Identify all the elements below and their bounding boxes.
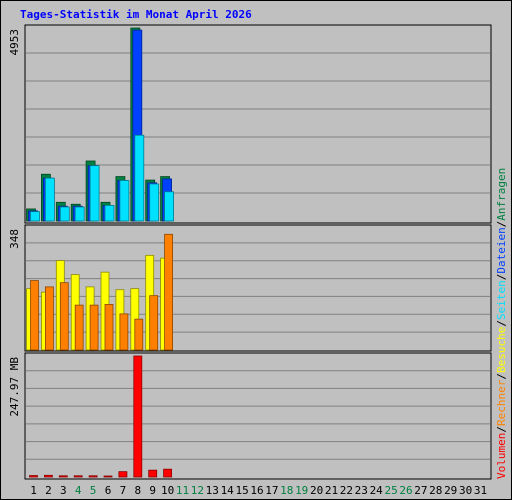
chart-title: Tages-Statistik im Monat April 2026 <box>20 8 252 21</box>
rechner-bar-day-7 <box>119 313 129 351</box>
x-tick-label-day-9: 9 <box>149 484 156 497</box>
x-tick-label-day-21: 21 <box>325 484 338 497</box>
x-tick-label-day-29: 29 <box>444 484 457 497</box>
panel-3-max-label: 247.97 MB <box>8 357 21 417</box>
seiten-bar-day-8 <box>134 134 145 222</box>
legend-separator: / <box>495 426 508 433</box>
x-tick-label-day-1: 1 <box>30 484 37 497</box>
volumen-bar-day-1 <box>29 475 38 478</box>
x-tick-label-day-23: 23 <box>355 484 368 497</box>
seiten-bar-day-3 <box>59 206 70 222</box>
x-tick-label-day-18: 18 <box>280 484 293 497</box>
seiten-bar-day-10 <box>164 191 175 222</box>
seiten-bar-day-2 <box>45 177 55 222</box>
legend-separator: / <box>495 320 508 327</box>
rechner-bar-day-3 <box>59 282 69 351</box>
panel-2-frame <box>24 224 492 352</box>
panel-1-max-label: 4953 <box>8 29 21 56</box>
rechner-bar-day-10 <box>164 233 174 351</box>
legend-separator: / <box>495 221 508 228</box>
x-tick-label-day-27: 27 <box>414 484 427 497</box>
x-tick-label-day-16: 16 <box>250 484 263 497</box>
rechner-bar-day-5 <box>89 304 99 351</box>
legend-separator: / <box>495 373 508 380</box>
seiten-bar-day-9 <box>149 183 160 222</box>
volumen-bar-day-8 <box>133 355 143 478</box>
x-tick-label-day-12: 12 <box>191 484 204 497</box>
legend-separator: / <box>495 274 508 281</box>
x-tick-label-day-5: 5 <box>90 484 97 497</box>
x-tick-label-day-24: 24 <box>370 484 384 497</box>
volumen-bar-day-4 <box>73 475 83 478</box>
volumen-bar-day-6 <box>103 475 113 478</box>
x-tick-label-day-20: 20 <box>310 484 323 497</box>
panel-3-frame <box>24 352 492 480</box>
x-tick-label-day-13: 13 <box>206 484 219 497</box>
x-tick-label-day-30: 30 <box>459 484 472 497</box>
x-tick-label-day-26: 26 <box>399 484 412 497</box>
rechner-bar-day-4 <box>74 304 84 351</box>
x-tick-label-day-28: 28 <box>429 484 442 497</box>
legend-item-besuche: Besuche <box>495 327 508 373</box>
x-tick-label-day-15: 15 <box>235 484 248 497</box>
x-tick-label-day-19: 19 <box>295 484 308 497</box>
x-tick-label-day-10: 10 <box>161 484 174 497</box>
seiten-bar-day-1 <box>30 211 40 222</box>
rechner-bar-day-8 <box>134 318 144 351</box>
panel-1-frame <box>24 24 492 224</box>
legend-item-rechner: Rechner <box>495 379 508 426</box>
x-tick-label-day-4: 4 <box>75 484 82 497</box>
x-tick-label-day-2: 2 <box>45 484 52 497</box>
legend-item-dateien: Dateien <box>495 227 508 273</box>
legend-item-seiten: Seiten <box>495 280 508 320</box>
legend: Volumen/Rechner/Besuche/Seiten/Dateien/A… <box>495 168 508 479</box>
legend-item-volumen: Volumen <box>495 433 508 479</box>
x-tick-label-day-22: 22 <box>340 484 353 497</box>
x-tick-label-day-7: 7 <box>120 484 127 497</box>
x-tick-label-day-14: 14 <box>221 484 235 497</box>
volumen-bar-day-10 <box>163 468 173 478</box>
volumen-bar-day-5 <box>88 475 98 478</box>
seiten-bar-day-6 <box>104 205 115 222</box>
x-tick-label-day-6: 6 <box>105 484 112 497</box>
legend-item-anfragen: Anfragen <box>495 168 508 221</box>
seiten-bar-day-7 <box>119 180 130 222</box>
rechner-bar-day-1 <box>30 280 39 351</box>
rechner-bar-day-9 <box>149 295 159 351</box>
x-tick-label-day-17: 17 <box>265 484 278 497</box>
seiten-bar-day-4 <box>74 206 85 222</box>
volumen-bar-day-3 <box>58 475 68 478</box>
seiten-bar-day-5 <box>89 165 100 222</box>
x-tick-label-day-3: 3 <box>60 484 67 497</box>
x-tick-label-day-31: 31 <box>474 484 487 497</box>
volumen-bar-day-2 <box>44 474 53 478</box>
panel-2-max-label: 348 <box>8 229 21 249</box>
rechner-bar-day-2 <box>45 286 54 351</box>
volumen-bar-day-9 <box>148 469 158 478</box>
x-tick-label-day-8: 8 <box>134 484 141 497</box>
x-tick-label-day-25: 25 <box>384 484 397 497</box>
x-tick-label-day-11: 11 <box>176 484 189 497</box>
volumen-bar-day-7 <box>118 471 128 478</box>
rechner-bar-day-6 <box>104 304 114 351</box>
